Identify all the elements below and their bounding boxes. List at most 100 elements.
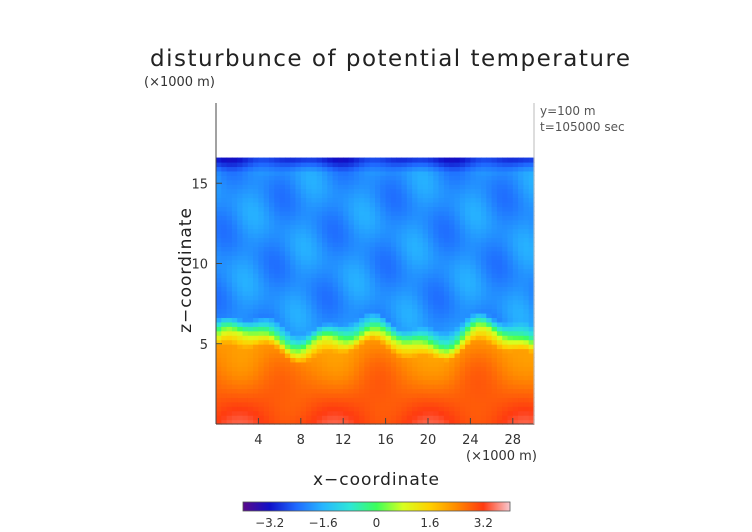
heatmap-cell: [306, 237, 312, 243]
heatmap-cell: [311, 317, 318, 323]
heatmap-cell: [295, 175, 302, 181]
heatmap-cell: [502, 201, 509, 208]
heatmap-cell: [454, 406, 461, 412]
heatmap-cell: [523, 233, 530, 239]
heatmap-cell: [523, 366, 530, 372]
heatmap-cell: [290, 201, 297, 208]
heatmap-cell: [258, 162, 265, 168]
heatmap-cell: [491, 392, 498, 398]
heatmap-cell: [279, 406, 286, 412]
heatmap-cell: [417, 259, 424, 265]
heatmap-cell: [221, 361, 228, 367]
heatmap-cell: [263, 184, 270, 190]
heatmap-cell: [401, 406, 408, 412]
heatmap-cell: [316, 290, 323, 296]
heatmap-cell: [337, 304, 344, 310]
heatmap-cell: [496, 264, 503, 270]
heatmap-cell: [507, 397, 514, 403]
heatmap-cell: [496, 308, 503, 314]
heatmap-cell: [459, 184, 466, 190]
heatmap-cell: [247, 304, 254, 310]
heatmap-cell: [258, 215, 265, 221]
heatmap-cell: [512, 264, 519, 270]
heatmap-cell: [502, 410, 509, 416]
heatmap-cell: [502, 179, 509, 185]
heatmap-cell: [327, 237, 334, 243]
heatmap-cell: [470, 255, 477, 261]
heatmap-cell: [512, 201, 519, 208]
heatmap-cell: [316, 286, 323, 292]
heatmap-cell: [433, 392, 440, 398]
heatmap-cell: [518, 281, 524, 287]
heatmap-cell: [274, 330, 281, 336]
heatmap-cell: [274, 201, 281, 208]
heatmap-cell: [465, 415, 471, 421]
heatmap-cell: [332, 326, 339, 332]
heatmap-cell: [433, 406, 440, 412]
heatmap-cell: [216, 410, 222, 416]
heatmap-cell: [528, 228, 535, 234]
heatmap-cell: [359, 357, 365, 363]
heatmap-cell: [528, 170, 535, 176]
heatmap-cell: [316, 419, 323, 425]
heatmap-cell: [263, 250, 270, 256]
heatmap-cell: [459, 259, 466, 265]
heatmap-cell: [216, 241, 222, 247]
heatmap-cell: [311, 401, 318, 407]
heatmap-cell: [359, 264, 365, 270]
heatmap-cell: [332, 259, 339, 265]
heatmap-cell: [226, 157, 233, 163]
heatmap-cell: [385, 388, 392, 394]
heatmap-cell: [375, 308, 381, 314]
heatmap-cell: [353, 410, 360, 416]
heatmap-cell: [512, 335, 519, 341]
heatmap-cell: [491, 206, 498, 212]
heatmap-cell: [481, 295, 487, 301]
heatmap-cell: [322, 326, 328, 332]
heatmap-cell: [518, 255, 524, 261]
heatmap-cell: [454, 410, 461, 416]
heatmap-cell: [295, 197, 302, 203]
heatmap-cell: [502, 339, 509, 345]
heatmap-cell: [306, 384, 312, 390]
heatmap-cell: [332, 264, 339, 270]
heatmap-cell: [221, 392, 228, 398]
heatmap-cell: [428, 286, 434, 292]
heatmap-cell: [284, 228, 291, 234]
heatmap-cell: [502, 406, 509, 412]
heatmap-cell: [231, 201, 238, 208]
heatmap-cell: [295, 397, 302, 403]
heatmap-cell: [269, 241, 275, 247]
heatmap-cell: [496, 335, 503, 341]
heatmap-cell: [306, 281, 312, 287]
heatmap-cell: [226, 281, 233, 287]
heatmap-cell: [247, 299, 254, 305]
heatmap-cell: [528, 241, 535, 247]
heatmap-cell: [507, 268, 514, 274]
heatmap-cell: [459, 250, 466, 256]
heatmap-cell: [216, 157, 222, 163]
heatmap-cell: [496, 175, 503, 181]
heatmap-cell: [247, 193, 254, 199]
heatmap-cell: [231, 206, 238, 212]
heatmap-cell: [375, 193, 381, 199]
heatmap-cell: [518, 233, 524, 239]
heatmap-cell: [263, 157, 270, 163]
heatmap-cell: [332, 268, 339, 274]
heatmap-cell: [226, 201, 233, 208]
heatmap-cell: [247, 406, 254, 412]
heatmap-cell: [512, 388, 519, 394]
heatmap-cell: [496, 233, 503, 239]
heatmap-cell: [507, 277, 514, 283]
heatmap-cell: [401, 206, 408, 212]
heatmap-cell: [486, 188, 493, 194]
heatmap-cell: [449, 299, 456, 305]
heatmap-cell: [380, 366, 387, 372]
heatmap-cell: [523, 197, 530, 203]
heatmap-cell: [428, 410, 434, 416]
heatmap-cell: [396, 259, 403, 265]
heatmap-cell: [237, 184, 244, 190]
heatmap-cell: [242, 286, 249, 292]
heatmap-cell: [496, 304, 503, 310]
heatmap-cell: [385, 255, 392, 261]
